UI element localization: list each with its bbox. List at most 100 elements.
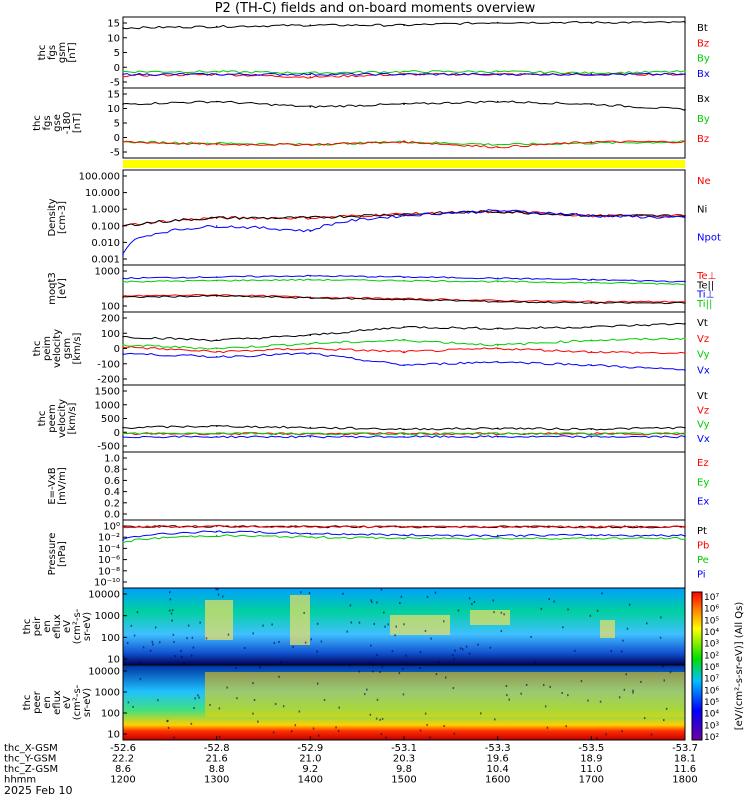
data-point bbox=[590, 428, 593, 431]
y-axis-label: gsm bbox=[62, 338, 73, 359]
colorbar-tick-label: 10⁶ bbox=[704, 605, 719, 615]
x-tick-label: 22.2 bbox=[112, 754, 134, 765]
date-label: 2025 Feb 10 bbox=[4, 784, 73, 797]
data-point bbox=[403, 436, 405, 438]
legend-entry: By bbox=[697, 114, 710, 125]
data-point bbox=[590, 279, 593, 281]
spectrogram-noise bbox=[253, 699, 256, 701]
spectrogram-noise bbox=[174, 655, 176, 658]
spectrogram-noise bbox=[194, 697, 196, 700]
panel-frame bbox=[122, 519, 686, 589]
x-tick-label: -53.3 bbox=[485, 743, 511, 754]
y-tick-label: 100 bbox=[101, 633, 120, 644]
spectrogram-noise bbox=[278, 675, 280, 678]
data-point bbox=[684, 322, 686, 325]
x-tick-label: -53.5 bbox=[578, 743, 604, 754]
data-point bbox=[496, 427, 499, 430]
data-point bbox=[309, 436, 312, 438]
spectrogram-noise bbox=[190, 722, 193, 725]
y-tick-label: -5 bbox=[110, 148, 120, 159]
spectrogram-noise bbox=[227, 633, 230, 636]
data-point bbox=[590, 72, 593, 74]
y-tick-label: 0.2 bbox=[104, 498, 120, 509]
spectrogram-noise bbox=[376, 653, 378, 656]
spectrogram-noise bbox=[454, 649, 456, 652]
spectrogram-noise bbox=[171, 609, 174, 612]
y-axis-label: [km/s] bbox=[72, 332, 83, 364]
spectrogram-noise bbox=[282, 705, 285, 708]
y-tick-label: -100 bbox=[97, 359, 120, 370]
spectrogram-noise bbox=[317, 734, 320, 737]
spectrogram-noise bbox=[316, 682, 319, 685]
spectrogram-noise bbox=[127, 701, 130, 704]
data-point bbox=[122, 541, 124, 544]
y-axis-label: [nT] bbox=[72, 113, 83, 133]
data-point bbox=[590, 300, 593, 303]
spectrogram-noise bbox=[477, 643, 479, 646]
x-tick-label: 9.2 bbox=[302, 764, 318, 775]
data-point bbox=[590, 432, 593, 435]
spectrogram-noise bbox=[298, 710, 301, 713]
data-point bbox=[403, 526, 405, 528]
data-point bbox=[496, 70, 499, 73]
spectrogram-noise bbox=[623, 688, 626, 691]
ion-spectrogram-feature bbox=[600, 620, 615, 638]
panel-frame bbox=[122, 451, 686, 521]
spectrogram-noise bbox=[366, 688, 368, 691]
spectrogram-noise bbox=[461, 648, 464, 651]
spectrogram-noise bbox=[369, 662, 371, 665]
y-axis-label: thc bbox=[37, 411, 48, 427]
data-point bbox=[403, 215, 405, 217]
data-point bbox=[309, 347, 312, 350]
legend-entry: Vz bbox=[697, 334, 709, 345]
data-point bbox=[309, 217, 312, 219]
data-point bbox=[496, 300, 499, 303]
spectrogram-noise bbox=[186, 637, 188, 640]
y-tick-label: 1.000 bbox=[91, 205, 120, 216]
spectrogram-noise bbox=[149, 649, 152, 652]
spectrogram-noise bbox=[273, 641, 276, 644]
data-point bbox=[403, 351, 405, 353]
series-line-Vy bbox=[122, 337, 686, 350]
data-point bbox=[309, 24, 312, 27]
y-tick-label: 10⁰ bbox=[103, 522, 120, 533]
spectrogram-noise bbox=[468, 597, 471, 600]
x-tick-label: 1700 bbox=[579, 775, 604, 786]
data-point bbox=[403, 364, 405, 366]
data-point bbox=[122, 103, 124, 105]
data-point bbox=[122, 346, 124, 348]
data-point bbox=[496, 299, 499, 302]
data-point bbox=[496, 280, 499, 283]
legend-entry: Bz bbox=[697, 134, 709, 145]
y-tick-label: 10000 bbox=[88, 590, 120, 601]
y-tick-label: 0.6 bbox=[104, 476, 120, 487]
data-point bbox=[496, 21, 499, 24]
x-tick-label: 1500 bbox=[391, 775, 416, 786]
y-axis-label: [nPa] bbox=[57, 541, 68, 567]
spectrogram-noise bbox=[426, 595, 429, 598]
y-tick-label: 1.0 bbox=[104, 454, 120, 465]
data-point bbox=[122, 74, 124, 77]
legend-entry: Npot bbox=[697, 233, 721, 244]
spectrogram-noise bbox=[589, 614, 592, 617]
data-point bbox=[309, 526, 312, 528]
spectrogram-noise bbox=[400, 595, 403, 598]
spectrogram-noise bbox=[387, 623, 389, 626]
colorbar-tick-label: 10⁶ bbox=[704, 686, 719, 696]
spectrogram-noise bbox=[376, 698, 379, 701]
y-axis-label: -180 bbox=[62, 112, 73, 135]
data-point bbox=[403, 276, 405, 278]
y-axis-label: sr-eV) bbox=[82, 688, 93, 717]
colorbar-tick-label: 10⁴ bbox=[704, 710, 719, 720]
spectrogram-noise bbox=[169, 591, 171, 594]
data-point bbox=[403, 339, 405, 342]
y-tick-label: 10⁻⁴ bbox=[98, 544, 120, 555]
data-point bbox=[122, 426, 124, 429]
legend-entry: Bz bbox=[697, 38, 709, 49]
spectrogram-noise bbox=[453, 658, 455, 661]
data-point bbox=[684, 300, 686, 303]
data-point bbox=[403, 24, 405, 27]
y-tick-label: 1000 bbox=[95, 267, 120, 278]
y-tick-label: -5 bbox=[110, 78, 120, 89]
y-tick-label: 0 bbox=[114, 63, 120, 74]
